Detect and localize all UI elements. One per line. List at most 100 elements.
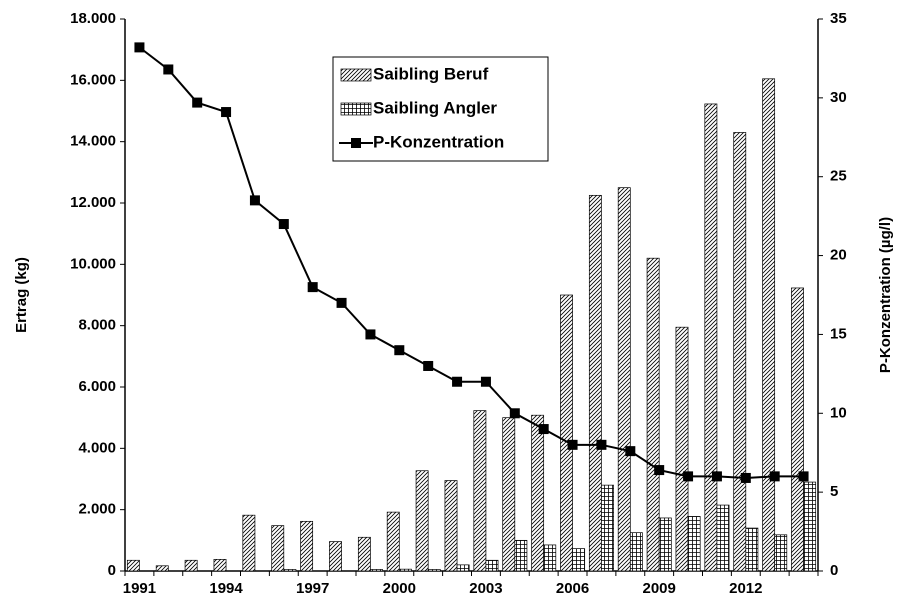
line-marker — [394, 345, 405, 356]
y-tick-label: 2.000 — [78, 501, 116, 518]
bar — [242, 514, 256, 572]
bar — [415, 470, 429, 572]
bar — [629, 532, 643, 572]
bar — [473, 410, 487, 572]
line-marker — [625, 446, 636, 457]
y2-tick-label: 20 — [830, 247, 847, 264]
bar — [531, 414, 545, 572]
line-marker — [452, 376, 463, 387]
bar — [601, 484, 614, 572]
x-tick-label: 2006 — [556, 580, 589, 597]
line-marker — [134, 42, 145, 53]
y-tick-label: 6.000 — [78, 378, 116, 395]
bar — [357, 536, 371, 572]
y2-tick-label: 15 — [830, 325, 847, 342]
bar — [658, 517, 672, 572]
bar — [543, 544, 557, 572]
y-tick-label: 12.000 — [70, 194, 116, 211]
legend-key — [340, 102, 372, 116]
bar — [617, 187, 631, 572]
bar — [184, 559, 198, 572]
y-tick-label: 16.000 — [70, 71, 116, 88]
line-marker — [538, 424, 549, 435]
bar — [213, 558, 227, 572]
bar — [646, 257, 660, 572]
line-marker — [249, 195, 260, 206]
bar — [745, 527, 759, 572]
line-marker — [221, 107, 232, 118]
bar — [126, 559, 140, 572]
line-marker — [423, 360, 434, 371]
bar — [733, 132, 747, 572]
legend-key — [340, 68, 372, 82]
line-marker — [192, 97, 203, 108]
y-tick-label: 0 — [108, 562, 116, 579]
line-marker — [654, 465, 665, 476]
line-marker — [163, 64, 174, 75]
line-marker — [365, 329, 376, 340]
x-tick-label: 1991 — [123, 580, 156, 597]
y-tick-label: 8.000 — [78, 317, 116, 334]
y2-axis-label: P-Konzentration (µg/l) — [877, 217, 894, 373]
bar — [370, 569, 383, 572]
line-marker — [798, 471, 809, 482]
y2-tick-label: 35 — [830, 10, 847, 27]
y2-tick-label: 5 — [830, 483, 838, 500]
bar — [588, 194, 602, 572]
bar — [271, 525, 285, 572]
bar — [300, 520, 314, 572]
x-tick-label: 2003 — [469, 580, 502, 597]
x-tick-label: 2012 — [729, 580, 762, 597]
x-tick-label: 2000 — [383, 580, 416, 597]
legend-label: Saibling Beruf — [373, 64, 489, 83]
bar — [803, 481, 817, 572]
line-marker — [711, 471, 722, 482]
bar — [560, 294, 573, 572]
line-marker — [336, 297, 347, 308]
y-tick-label: 14.000 — [70, 133, 116, 150]
bar — [456, 564, 470, 572]
x-tick-label: 1997 — [296, 580, 329, 597]
bar — [155, 565, 169, 572]
bar — [386, 511, 400, 572]
line-marker — [683, 471, 694, 482]
line-marker — [278, 219, 289, 230]
bar — [791, 287, 804, 572]
bar — [704, 103, 718, 572]
x-tick-label: 2009 — [643, 580, 676, 597]
y2-tick-label: 25 — [830, 168, 847, 185]
bar — [762, 78, 776, 572]
x-tick-label: 1994 — [209, 580, 243, 597]
line-marker — [567, 439, 578, 450]
y-axis-label: Ertrag (kg) — [13, 257, 30, 333]
bar — [427, 569, 441, 572]
line-marker — [769, 471, 780, 482]
bar — [283, 569, 297, 572]
y2-tick-label: 0 — [830, 562, 838, 579]
line-marker — [596, 439, 607, 450]
bar — [502, 417, 516, 572]
bar — [774, 534, 788, 572]
y2-tick-label: 30 — [830, 89, 847, 106]
bar — [485, 559, 499, 572]
bar — [444, 480, 458, 572]
line-marker — [307, 282, 318, 293]
y-tick-label: 10.000 — [70, 255, 116, 272]
bar — [572, 548, 586, 572]
legend-label: P-Konzentration — [373, 132, 504, 151]
legend-key — [351, 138, 361, 148]
y-tick-label: 18.000 — [70, 10, 116, 27]
legend-label: Saibling Angler — [373, 98, 497, 117]
y2-tick-label: 10 — [830, 404, 847, 421]
bar — [329, 541, 342, 572]
bar — [716, 504, 730, 572]
y-tick-label: 4.000 — [78, 439, 116, 456]
bar — [398, 568, 412, 572]
line-marker — [740, 472, 751, 483]
bar — [514, 539, 528, 572]
bar — [687, 516, 701, 572]
line-marker — [509, 408, 520, 419]
bar — [675, 326, 689, 572]
line-marker — [480, 376, 491, 387]
